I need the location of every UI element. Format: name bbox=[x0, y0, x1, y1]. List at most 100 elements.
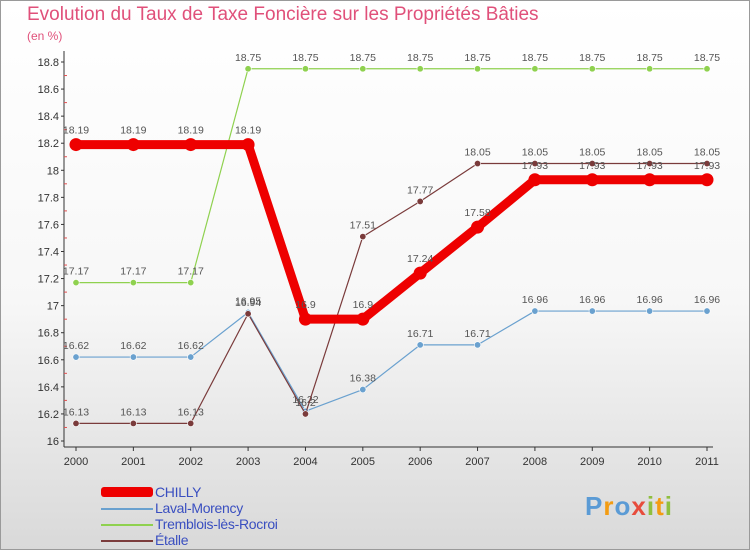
data-label-etalle: 18.05 bbox=[464, 147, 490, 159]
series-line-tremblois-les-rocroi bbox=[75, 68, 708, 284]
data-point-etalle bbox=[301, 410, 309, 418]
data-point-chilly bbox=[700, 173, 714, 187]
data-label-chilly: 17.93 bbox=[694, 160, 720, 172]
y-tick-label: 18.8 bbox=[38, 57, 59, 69]
data-label-chilly: 16.9 bbox=[295, 299, 316, 311]
data-label-tremblois-les-rocroi: 18.75 bbox=[464, 52, 490, 64]
data-label-tremblois-les-rocroi: 17.17 bbox=[178, 266, 204, 278]
data-point-tremblois-les-rocroi bbox=[187, 279, 195, 287]
data-label-chilly: 18.19 bbox=[235, 125, 261, 137]
logo-letter: r bbox=[603, 491, 615, 521]
data-point-etalle bbox=[129, 419, 137, 427]
chart-series: 17.17 17.17 17.17 18.75 18.75 18.75 18.75 18.75… bbox=[63, 52, 720, 427]
logo-letter: o bbox=[614, 491, 632, 521]
data-point-chilly bbox=[356, 312, 370, 326]
data-point-tremblois-les-rocroi bbox=[416, 65, 424, 73]
legend-swatch-laval-morency bbox=[101, 508, 153, 510]
data-point-etalle bbox=[531, 160, 539, 168]
chart-title: Evolution du Taux de Taxe Foncière sur l… bbox=[27, 4, 539, 25]
data-point-tremblois-les-rocroi bbox=[474, 65, 482, 73]
data-label-tremblois-les-rocroi: 18.75 bbox=[350, 52, 376, 64]
data-label-laval-morency: 16.62 bbox=[63, 340, 89, 352]
data-label-laval-morency: 16.95 bbox=[235, 295, 261, 307]
logo-letter: P bbox=[585, 491, 604, 521]
x-tick-label: 2008 bbox=[523, 456, 547, 468]
legend-label-laval-morency: Laval-Morency bbox=[155, 500, 243, 516]
data-label-laval-morency: 16.62 bbox=[120, 340, 146, 352]
data-point-laval-morency bbox=[72, 353, 80, 361]
x-tick-label: 2010 bbox=[637, 456, 661, 468]
data-label-etalle: 16.13 bbox=[178, 406, 204, 418]
data-point-tremblois-les-rocroi bbox=[301, 65, 309, 73]
data-point-chilly bbox=[413, 266, 427, 280]
x-tick-label: 2000 bbox=[64, 456, 88, 468]
data-label-laval-morency: 16.62 bbox=[178, 340, 204, 352]
y-tick-label: 16.6 bbox=[38, 355, 59, 367]
data-label-etalle: 18.05 bbox=[522, 147, 548, 159]
x-tick-label: 2011 bbox=[695, 456, 719, 468]
y-tick-label: 16.4 bbox=[38, 382, 59, 394]
x-tick-label: 2004 bbox=[293, 456, 317, 468]
data-point-etalle bbox=[72, 419, 80, 427]
series-line-etalle bbox=[75, 162, 708, 425]
x-tick-label: 2007 bbox=[465, 456, 489, 468]
data-label-laval-morency: 16.38 bbox=[350, 373, 376, 385]
data-point-laval-morency bbox=[646, 307, 654, 315]
y-tick-label: 17.2 bbox=[38, 274, 59, 286]
data-label-etalle: 16.94 bbox=[235, 297, 261, 309]
data-label-chilly: 18.19 bbox=[178, 125, 204, 137]
x-tick-label: 2002 bbox=[178, 456, 202, 468]
y-tick-label: 18.6 bbox=[38, 84, 59, 96]
data-point-chilly bbox=[69, 138, 83, 152]
data-label-etalle: 17.51 bbox=[350, 220, 376, 232]
data-label-laval-morency: 16.96 bbox=[522, 294, 548, 306]
data-point-chilly bbox=[298, 312, 312, 326]
data-point-chilly bbox=[643, 173, 657, 187]
data-label-etalle: 16.13 bbox=[63, 406, 89, 418]
data-label-etalle: 16.2 bbox=[295, 397, 316, 409]
data-point-tremblois-les-rocroi bbox=[359, 65, 367, 73]
data-label-etalle: 18.05 bbox=[579, 147, 605, 159]
data-point-etalle bbox=[244, 310, 252, 318]
data-label-tremblois-les-rocroi: 18.75 bbox=[292, 52, 318, 64]
x-tick-label: 2009 bbox=[580, 456, 604, 468]
data-point-etalle bbox=[646, 160, 654, 168]
data-label-tremblois-les-rocroi: 18.75 bbox=[636, 52, 662, 64]
proxiti-logo: Proxiti bbox=[585, 491, 673, 522]
data-label-tremblois-les-rocroi: 17.17 bbox=[120, 266, 146, 278]
x-tick-label: 2006 bbox=[408, 456, 432, 468]
y-tick-label: 17.8 bbox=[38, 192, 59, 204]
y-tick-label: 18 bbox=[47, 165, 59, 177]
data-point-laval-morency bbox=[416, 341, 424, 349]
data-point-etalle bbox=[588, 160, 596, 168]
data-label-laval-morency: 16.71 bbox=[407, 328, 433, 340]
series-line-laval-morency bbox=[75, 310, 708, 412]
legend-swatch-tremblois-les-rocroi bbox=[101, 524, 153, 526]
data-point-tremblois-les-rocroi bbox=[129, 279, 137, 287]
data-point-chilly bbox=[241, 138, 255, 152]
data-point-chilly bbox=[126, 138, 140, 152]
data-label-tremblois-les-rocroi: 18.75 bbox=[235, 52, 261, 64]
data-point-tremblois-les-rocroi bbox=[531, 65, 539, 73]
data-label-chilly: 17.58 bbox=[464, 207, 490, 219]
data-label-laval-morency: 16.96 bbox=[636, 294, 662, 306]
y-tick-label: 17.4 bbox=[38, 247, 59, 259]
data-point-chilly bbox=[528, 173, 542, 187]
legend-label-tremblois-les-rocroi: Tremblois-lès-Rocroi bbox=[155, 516, 278, 532]
data-point-laval-morency bbox=[359, 386, 367, 394]
data-label-tremblois-les-rocroi: 18.75 bbox=[579, 52, 605, 64]
data-point-etalle bbox=[703, 160, 711, 168]
data-point-tremblois-les-rocroi bbox=[703, 65, 711, 73]
data-point-etalle bbox=[416, 197, 424, 205]
data-label-tremblois-les-rocroi: 18.75 bbox=[694, 52, 720, 64]
data-label-chilly: 18.19 bbox=[63, 125, 89, 137]
legend-label-chilly: CHILLY bbox=[155, 484, 202, 500]
data-label-laval-morency: 16.71 bbox=[464, 328, 490, 340]
y-tick-label: 16.8 bbox=[38, 328, 59, 340]
data-label-chilly: 16.9 bbox=[353, 299, 374, 311]
legend-swatch-chilly bbox=[101, 487, 153, 497]
data-label-chilly: 17.93 bbox=[579, 160, 605, 172]
y-tick-label: 18.4 bbox=[38, 111, 59, 123]
